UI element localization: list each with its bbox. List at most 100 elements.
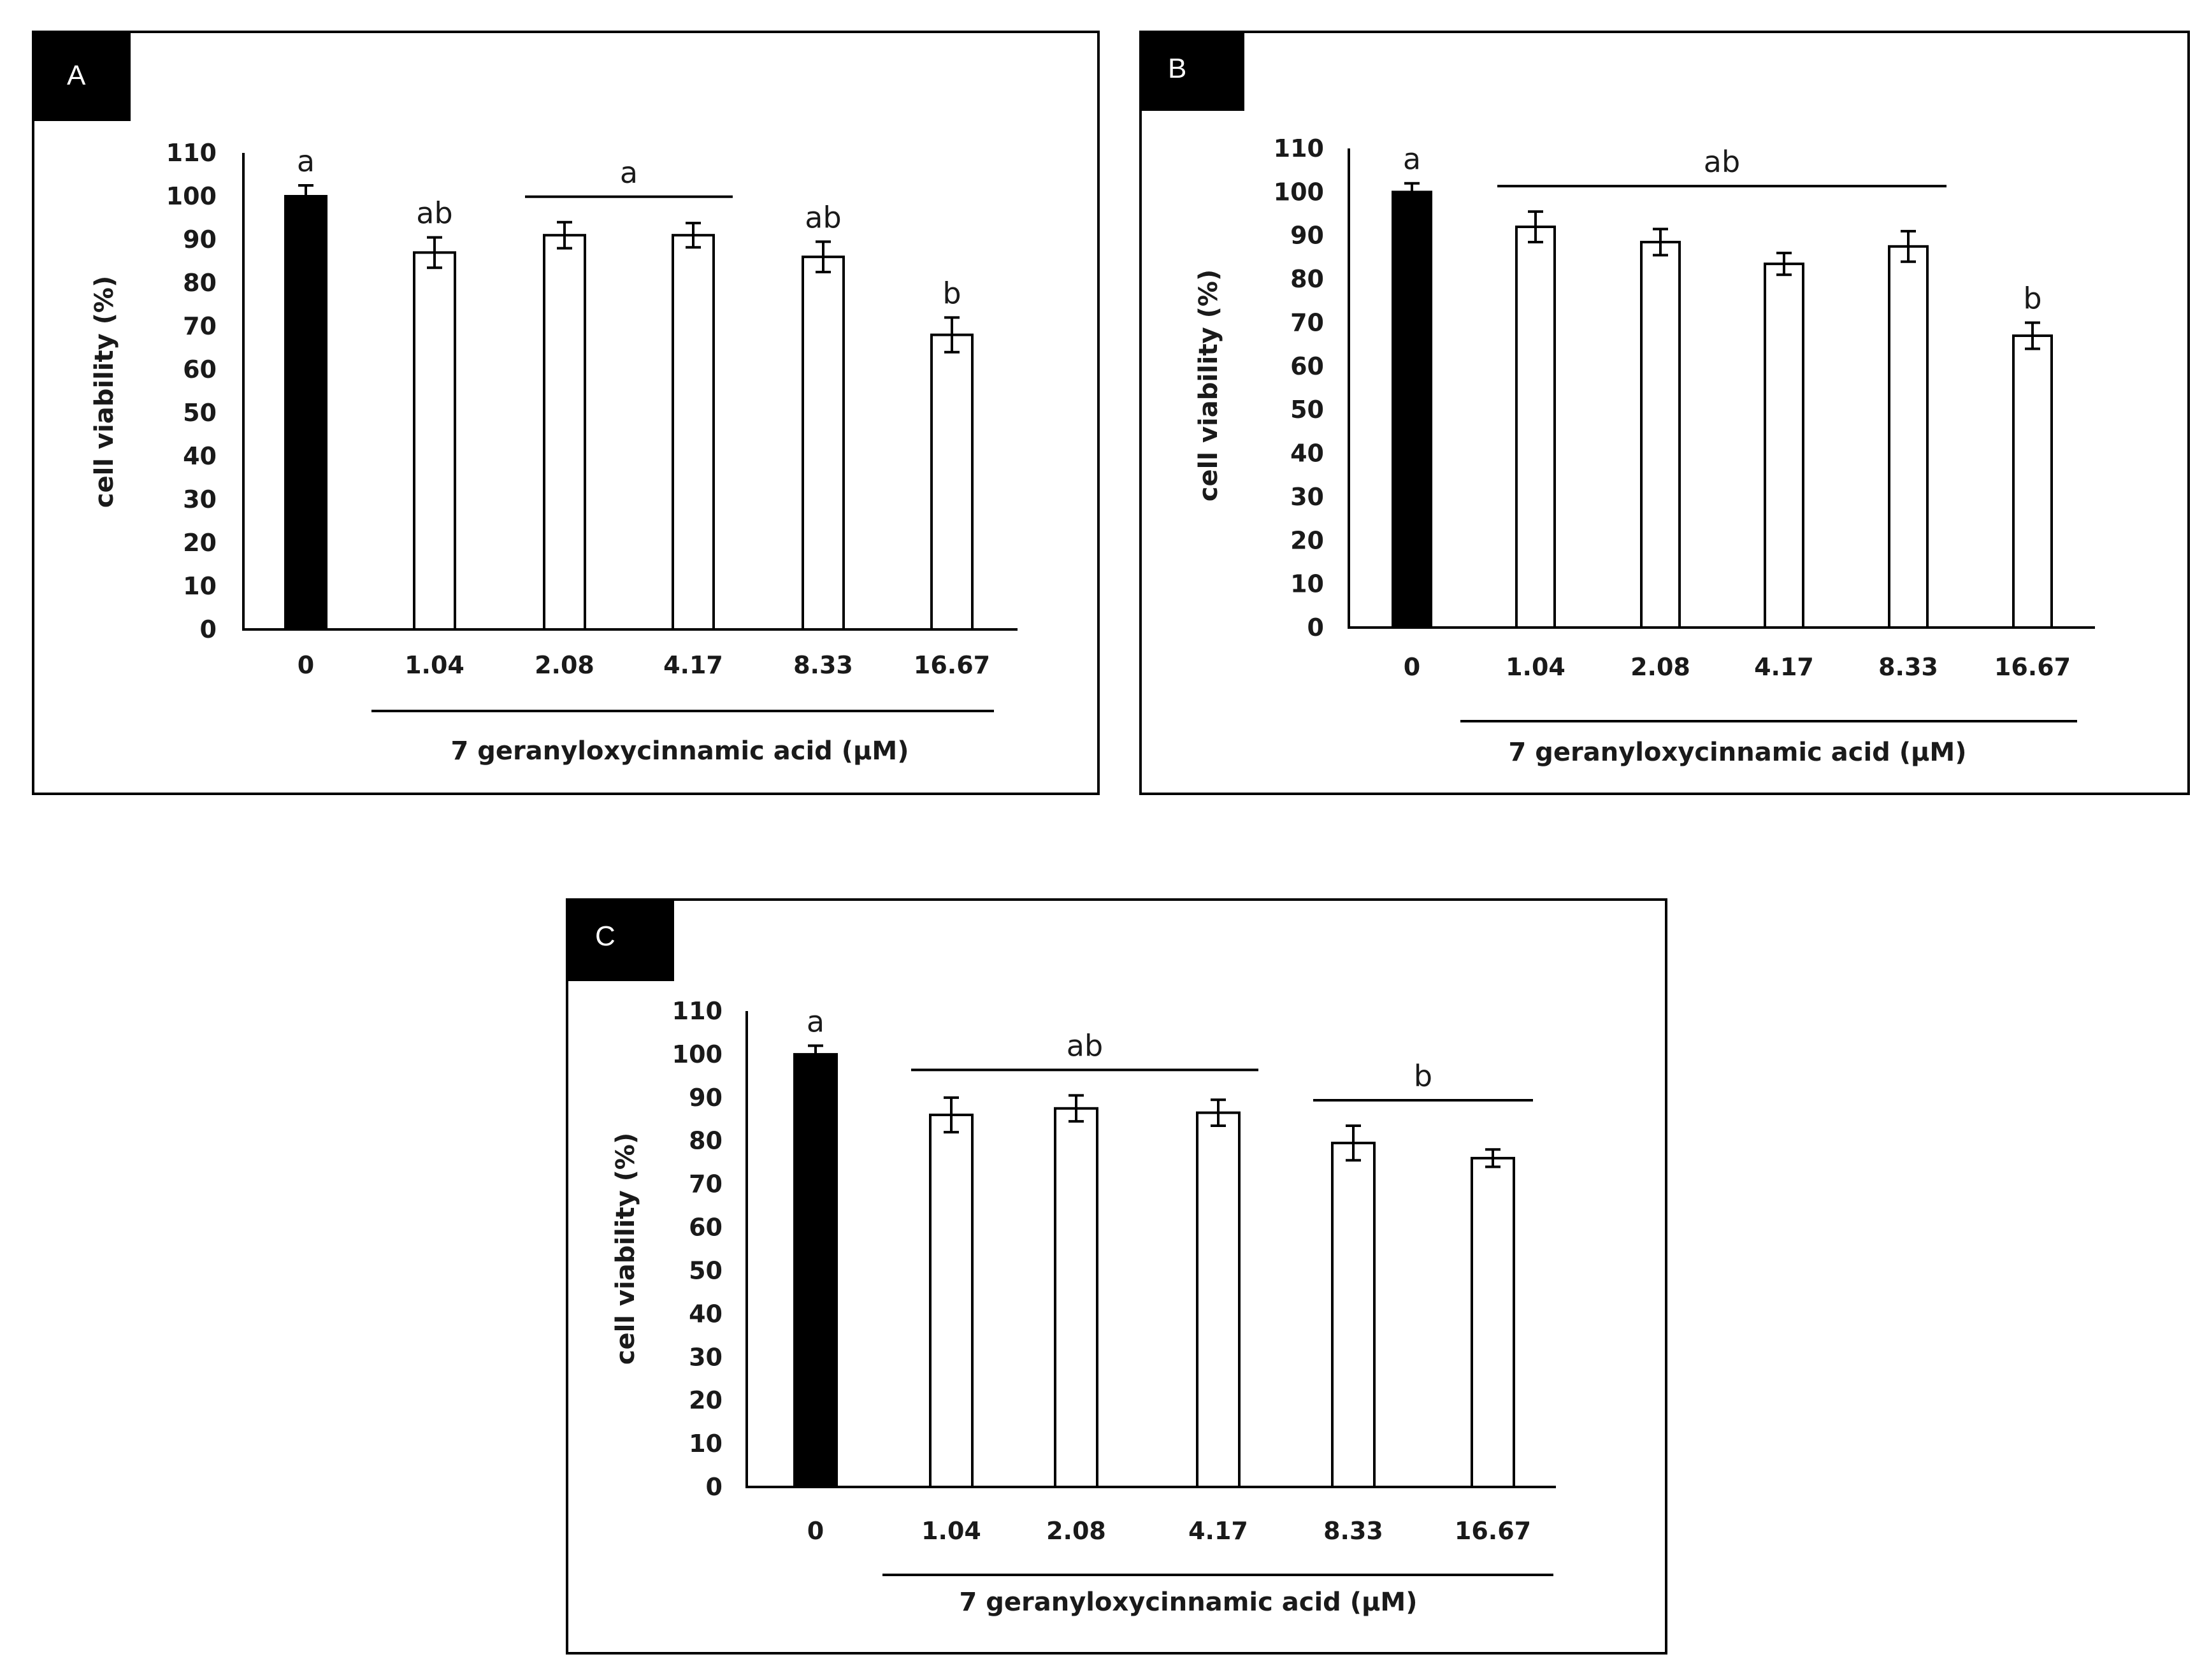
x-tick-label: 0: [807, 1517, 824, 1545]
y-tick-label: 110: [672, 997, 723, 1025]
y-tick-label: 0: [1307, 614, 1324, 642]
x-tick-label: 2.08: [1046, 1517, 1106, 1545]
y-tick-label: 110: [166, 139, 217, 167]
y-tick-label: 20: [689, 1386, 723, 1414]
panel-b-plot: 0 10 20 30 40 50 60 70 80 90 100 110 cell viability …: [1194, 134, 2095, 767]
x-tick-label: 16.67: [1455, 1517, 1531, 1545]
y-axis-label: cell viability (%): [1194, 269, 1223, 502]
significance-letter: a: [620, 155, 638, 190]
y-tick-label: 0: [200, 615, 217, 643]
y-tick-label: 110: [1274, 134, 1324, 162]
panel-b: B 0 10 20 30 40 50 60 70 80 90 100 110 cell viabilit…: [1139, 31, 2190, 795]
y-tick-label: 80: [183, 269, 217, 297]
y-tick-label: 50: [689, 1256, 723, 1284]
x-tick-label: 2.08: [1630, 653, 1690, 681]
y-tick-label: 80: [1290, 265, 1324, 293]
y-tick-label: 60: [689, 1214, 723, 1242]
y-tick-label: 60: [1290, 352, 1324, 380]
bar: [802, 255, 845, 631]
significance-letter: ab: [805, 200, 841, 234]
y-tick-label: 90: [183, 226, 217, 254]
significance-letter: ab: [416, 196, 452, 231]
x-tick-label: 16.67: [1994, 653, 2071, 681]
bar: [1196, 1111, 1241, 1488]
y-tick-label: 70: [689, 1170, 723, 1198]
x-tick-label: 8.33: [1323, 1517, 1383, 1545]
y-tick-label: 20: [1290, 526, 1324, 554]
y-tick-label: 10: [183, 572, 217, 600]
significance-letter: b: [1414, 1059, 1432, 1093]
bar: [413, 251, 456, 631]
y-tick-label: 50: [183, 399, 217, 427]
bar: [930, 333, 974, 631]
y-axis-label: cell viability (%): [611, 1133, 640, 1365]
y-axis-label: cell viability (%): [90, 276, 119, 508]
significance-letter: a: [297, 144, 315, 178]
panel-c-letter: C: [595, 921, 615, 952]
panel-a-plot: 0 10 20 30 40 50 60 70 80 90 100 110 cell viability …: [90, 139, 1018, 766]
bar: [1888, 245, 1929, 629]
y-tick-label: 60: [183, 355, 217, 384]
panel-a-tab: [33, 32, 131, 121]
panel-a-letter: A: [67, 60, 86, 91]
significance-letter: b: [2023, 281, 2041, 315]
panel-b-tab: [1141, 32, 1244, 111]
x-tick-label: 16.67: [914, 651, 990, 679]
x-tick-label: 2.08: [535, 651, 594, 679]
x-axis-label: 7 geranyloxycinnamic acid (μM): [450, 736, 909, 766]
x-tick-label: 1.04: [1506, 653, 1565, 681]
bar: [543, 234, 586, 631]
bar: [284, 195, 327, 631]
y-tick-label: 90: [689, 1084, 723, 1112]
y-tick-label: 80: [689, 1127, 723, 1155]
y-tick-label: 10: [1290, 570, 1324, 598]
bar: [1471, 1156, 1515, 1488]
x-tick-label: 1.04: [405, 651, 464, 679]
y-tick-label: 50: [1290, 396, 1324, 424]
y-tick-label: 90: [1290, 222, 1324, 250]
bar: [793, 1052, 838, 1488]
panel-a: A 0 10 20 30 40 50 60 70 80 90 100 110 cell viabilit…: [32, 31, 1100, 795]
y-tick-label: 40: [1290, 440, 1324, 468]
bar: [2012, 334, 2053, 629]
y-tick-label: 10: [689, 1430, 723, 1458]
y-tick-label: 100: [672, 1040, 723, 1068]
significance-letter: a: [1403, 142, 1421, 176]
bar: [1392, 190, 1432, 629]
significance-letter: ab: [1067, 1028, 1103, 1063]
y-tick-label: 20: [183, 529, 217, 557]
x-tick-label: 4.17: [1754, 653, 1814, 681]
panel-b-letter: B: [1168, 53, 1186, 84]
bar: [1331, 1142, 1376, 1488]
bar: [1764, 262, 1804, 629]
y-tick-label: 30: [689, 1343, 723, 1371]
y-tick-label: 30: [183, 485, 217, 513]
x-tick-label: 4.17: [663, 651, 723, 679]
x-tick-label: 0: [298, 651, 314, 679]
bar: [1054, 1107, 1098, 1488]
bar: [929, 1113, 974, 1488]
x-tick-label: 1.04: [921, 1517, 981, 1545]
significance-letter: a: [807, 1004, 824, 1038]
y-tick-label: 40: [689, 1300, 723, 1328]
x-axis-label: 7 geranyloxycinnamic acid (μM): [959, 1588, 1417, 1617]
bar: [1515, 226, 1556, 629]
y-tick-label: 0: [706, 1473, 723, 1501]
y-tick-label: 70: [183, 312, 217, 340]
panel-c-plot: 0 10 20 30 40 50 60 70 80 90 100 110 cell viability …: [611, 997, 1556, 1617]
y-tick-label: 40: [183, 442, 217, 470]
y-tick-label: 100: [166, 182, 217, 210]
panel-c-tab: [567, 900, 674, 981]
significance-letter: ab: [1704, 145, 1740, 179]
x-tick-label: 8.33: [793, 651, 853, 679]
panel-c: C 0 10 20 30 40 50 60 70 80 90 100 110 cell viabilit…: [566, 898, 1667, 1655]
x-tick-label: 0: [1404, 653, 1420, 681]
y-tick-label: 30: [1290, 483, 1324, 511]
y-tick-label: 100: [1274, 178, 1324, 206]
significance-letter: b: [942, 276, 961, 310]
y-tick-label: 70: [1290, 308, 1324, 336]
bar: [672, 234, 715, 631]
bar: [1640, 240, 1681, 629]
x-tick-label: 4.17: [1188, 1517, 1248, 1545]
